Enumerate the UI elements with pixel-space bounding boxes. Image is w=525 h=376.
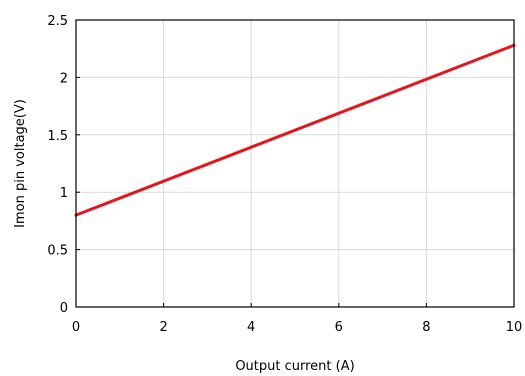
x-tick-label: 6	[335, 320, 343, 335]
grid	[76, 20, 514, 307]
x-tick-label: 8	[422, 320, 430, 335]
x-tick-label: 10	[506, 320, 523, 335]
ticks: 0 2 4 6 8 10 0 0.5 1 1.5 2 2.5	[47, 14, 522, 335]
series-layer	[74, 43, 516, 217]
y-axis-title: Imon pin voltage(V)	[13, 99, 28, 228]
y-tick-label: 2.5	[47, 14, 68, 29]
plot-frame	[75, 19, 515, 308]
x-tick-label: 0	[72, 320, 80, 335]
series-line-0	[74, 43, 516, 217]
y-tick-label: 1	[60, 186, 68, 201]
y-tick-label: 0.5	[47, 244, 68, 259]
x-tick-label: 4	[247, 320, 255, 335]
y-tick-label: 0	[60, 301, 68, 316]
y-tick-label: 2	[60, 71, 68, 86]
x-tick-label: 2	[159, 320, 167, 335]
y-tick-label: 1.5	[47, 129, 68, 144]
x-axis-title: Output current (A)	[235, 359, 354, 374]
